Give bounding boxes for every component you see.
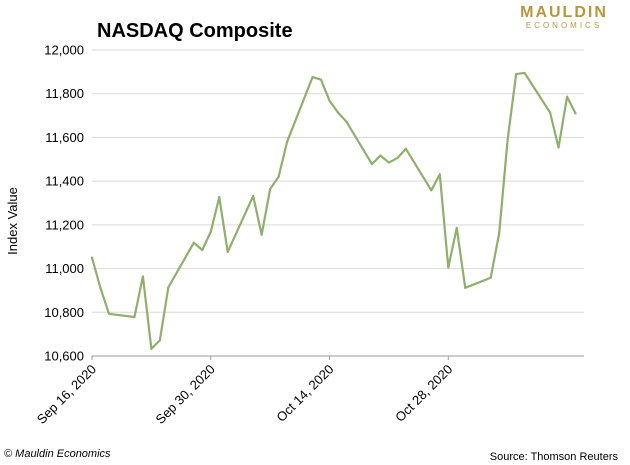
data-point	[438, 173, 441, 176]
data-point	[506, 138, 509, 141]
data-point	[150, 347, 153, 350]
data-point	[319, 78, 323, 81]
data-point	[99, 286, 102, 290]
data-point	[557, 146, 560, 149]
data-point	[396, 156, 399, 160]
data-point	[455, 226, 458, 230]
copyright-text: © Mauldin Economics	[4, 448, 111, 460]
data-point	[311, 76, 314, 79]
data-point	[464, 286, 467, 289]
data-point	[252, 194, 255, 198]
x-tick-label: Oct 28, 2020	[392, 362, 455, 425]
data-point	[404, 147, 407, 150]
x-tick-label: Sep 16, 2020	[34, 362, 99, 427]
data-point	[167, 286, 170, 289]
data-point	[489, 276, 492, 279]
source-text: Source: Thomson Reuters	[489, 451, 618, 463]
data-point	[107, 312, 111, 315]
y-tick-label: 10,800	[44, 305, 84, 320]
y-tick-label: 10,600	[44, 349, 84, 364]
data-point	[430, 189, 433, 192]
data-point	[447, 266, 450, 269]
chart-title: NASDAQ Composite	[97, 20, 293, 42]
data-point	[269, 187, 272, 191]
data-point	[523, 71, 526, 75]
grid-lines	[92, 49, 584, 357]
data-point	[370, 162, 374, 166]
data-point	[277, 175, 280, 178]
data-point	[515, 72, 518, 76]
data-point	[90, 256, 94, 259]
data-point	[498, 232, 501, 235]
data-point	[548, 111, 552, 114]
x-axis-ticks: Sep 16, 2020 Sep 30, 2020 Oct 14, 2020 Oct …	[34, 356, 455, 427]
data-point	[260, 233, 263, 236]
data-point	[565, 95, 569, 98]
y-tick-label: 11,800	[45, 86, 84, 101]
x-tick-label: Oct 14, 2020	[273, 362, 336, 425]
y-tick-label: 11,000	[45, 261, 84, 276]
mauldin-economics-logo: MAULDIN ECONOMICS	[518, 4, 610, 30]
data-point	[379, 154, 382, 157]
data-point	[387, 161, 390, 164]
data-point	[286, 140, 289, 143]
series-line	[90, 71, 577, 350]
y-axis-ticks: 10,600 10,800 11,000 11,200 11,400 11,600 11,8…	[44, 43, 84, 364]
data-point	[209, 230, 212, 233]
data-point	[328, 99, 331, 102]
data-point	[158, 339, 161, 342]
y-axis-label: Index Value	[5, 187, 20, 255]
data-point	[192, 241, 195, 244]
data-point	[141, 275, 144, 278]
data-point	[226, 250, 229, 254]
data-point	[133, 315, 136, 319]
y-tick-label: 12,000	[44, 43, 84, 58]
data-point	[218, 195, 221, 199]
y-tick-label: 11,200	[45, 217, 84, 232]
data-point	[201, 248, 204, 252]
logo-line-2: ECONOMICS	[525, 21, 603, 30]
y-tick-label: 11,600	[45, 130, 84, 145]
series-points	[90, 71, 577, 350]
logo-line-1: MAULDIN	[520, 4, 608, 21]
y-tick-label: 11,400	[45, 174, 84, 189]
data-point	[336, 111, 340, 114]
x-tick-label: Sep 30, 2020	[153, 362, 218, 427]
data-point	[574, 112, 577, 115]
data-point	[345, 120, 348, 123]
